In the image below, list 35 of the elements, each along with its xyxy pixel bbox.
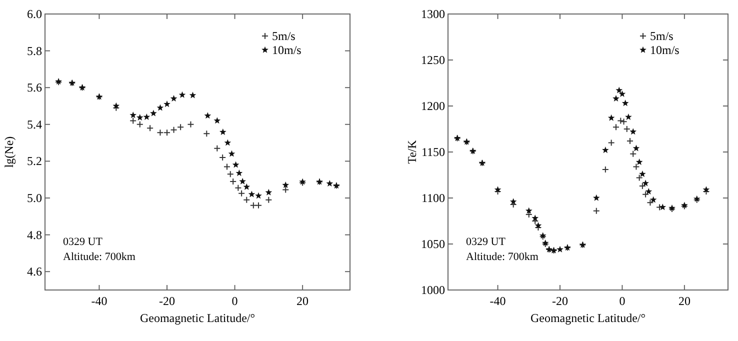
y-tick-label: 5.4 [27,117,42,132]
y-tick-label: 6.0 [27,7,42,21]
x-tick-label: 20 [678,294,690,308]
legend-label: 10m/s [272,43,302,57]
y-tick-label: 1300 [421,7,445,21]
y-axis-title: lg(Ne) [2,136,16,168]
y-tick-label: 1250 [421,53,445,67]
x-tick-label: -20 [552,294,568,308]
x-tick-label: -20 [159,294,175,308]
x-tick-label: 0 [619,294,626,308]
y-tick-label: 1000 [421,283,445,297]
legend-label: 5m/s [272,29,296,43]
x-tick-label: 0 [232,294,238,308]
y-tick-label: 5.2 [27,154,42,168]
y-tick-label: 1150 [421,145,445,159]
annotation: 0329 UT [63,236,103,248]
y-tick-label: 1200 [421,99,445,113]
y-tick-label: 5.8 [27,44,42,58]
y-tick-label: 1050 [421,237,445,251]
x-tick-label: -40 [91,294,108,308]
y-tick-label: 4.6 [27,264,42,279]
y-tick-label: 5.0 [27,191,42,205]
x-axis-title: Geomagnetic Latitude/° [530,311,646,325]
x-tick-label: -40 [490,294,506,308]
legend-label: 5m/s [650,29,674,43]
annotation: Altitude: 700km [63,251,136,263]
x-tick-label: 20 [296,294,309,308]
annotation: 0329 UT [466,236,506,248]
x-axis-title: Geomagnetic Latitude/° [140,311,256,325]
y-tick-label: 5.6 [27,80,42,95]
annotation: Altitude: 700km [466,251,539,263]
y-axis-title: Te/K [405,140,419,164]
y-tick-label: 1100 [421,191,445,205]
legend-label: 10m/s [650,43,680,57]
y-tick-label: 4.8 [27,228,42,242]
